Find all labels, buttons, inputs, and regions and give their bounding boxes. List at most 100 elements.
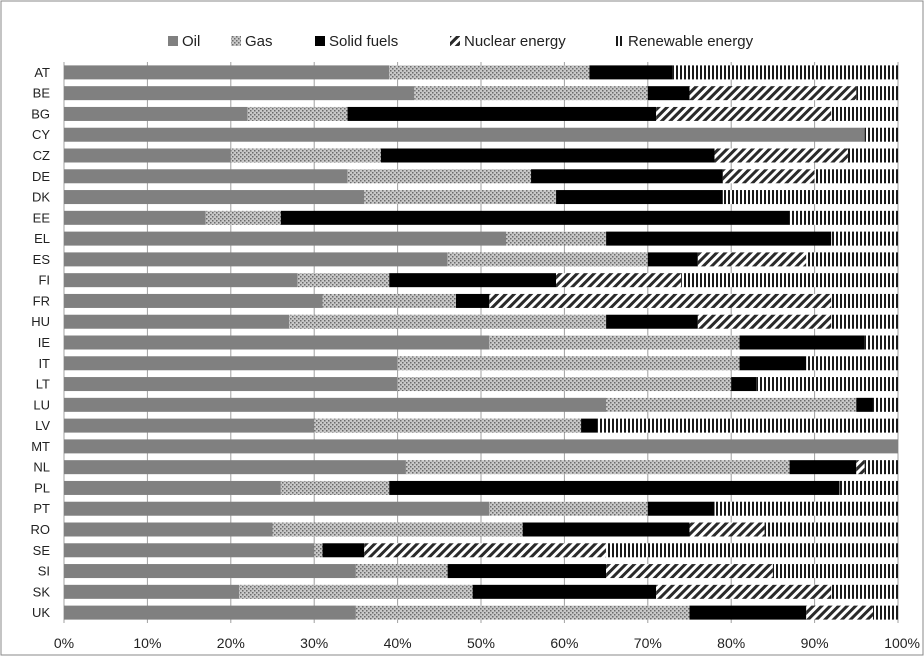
bar-lv-renewable-energy (597, 418, 898, 433)
x-tick-label-3: 30% (300, 635, 328, 651)
bar-be-oil (64, 86, 415, 101)
x-tick-label-0: 0% (54, 635, 74, 651)
bar-fr-renewable-energy (831, 293, 898, 308)
bar-cz-solid-fuels (380, 148, 715, 163)
bar-bg-solid-fuels (347, 106, 657, 121)
bar-se-renewable-energy (606, 543, 898, 558)
bar-lt-solid-fuels (731, 377, 757, 392)
bar-cz-oil (64, 148, 231, 163)
bar-el-gas (506, 231, 607, 246)
bar-fr-oil (64, 293, 323, 308)
x-tick-label-6: 60% (550, 635, 578, 651)
bar-at-renewable-energy (672, 65, 898, 80)
x-tick-label-7: 70% (634, 635, 662, 651)
legend-label-nuclear-energy: Nuclear energy (464, 33, 566, 50)
bar-fi-renewable-energy (681, 273, 898, 288)
bar-pl-gas (280, 480, 390, 495)
bar-cz-nuclear-energy (714, 148, 848, 163)
bar-pl-oil (64, 480, 281, 495)
bar-es-nuclear-energy (697, 252, 807, 267)
x-tick-label-9: 90% (801, 635, 829, 651)
bar-sk-oil (64, 584, 240, 599)
bar-lu-solid-fuels (856, 397, 873, 412)
bar-es-oil (64, 252, 448, 267)
category-label-si: SI (38, 564, 50, 579)
bar-dk-gas (364, 190, 557, 205)
bar-hu-renewable-energy (831, 314, 898, 329)
bar-se-solid-fuels (322, 543, 365, 558)
bar-pt-renewable-energy (714, 501, 898, 516)
bar-si-oil (64, 564, 356, 579)
legend-swatch-renewable-energy (614, 36, 624, 46)
bar-hu-oil (64, 314, 290, 329)
bar-sk-solid-fuels (472, 584, 657, 599)
legend-swatch-nuclear-energy (450, 36, 460, 46)
bar-lv-oil (64, 418, 315, 433)
bar-dk-oil (64, 190, 365, 205)
bar-uk-oil (64, 605, 356, 620)
bar-uk-nuclear-energy (806, 605, 873, 620)
bar-fi-nuclear-energy (556, 273, 682, 288)
bar-cy-renewable-energy (864, 127, 898, 142)
category-label-pl: PL (34, 480, 50, 495)
bar-pt-gas (489, 501, 648, 516)
category-label-lt: LT (36, 377, 50, 392)
bar-be-solid-fuels (647, 86, 690, 101)
category-label-dk: DK (32, 190, 50, 205)
bar-be-nuclear-energy (689, 86, 857, 101)
bar-pt-solid-fuels (647, 501, 715, 516)
bar-fr-nuclear-energy (489, 293, 832, 308)
bar-nl-nuclear-energy (856, 460, 865, 475)
bar-lt-gas (397, 377, 732, 392)
bar-de-oil (64, 169, 348, 184)
legend-label-solid-fuels: Solid fuels (329, 33, 398, 50)
bar-mt-oil (64, 439, 898, 454)
bar-fr-gas (322, 293, 456, 308)
bar-uk-renewable-energy (872, 605, 898, 620)
bar-es-renewable-energy (806, 252, 898, 267)
bar-fr-solid-fuels (455, 293, 490, 308)
x-tick-label-4: 40% (384, 635, 412, 651)
legend-label-oil: Oil (182, 33, 200, 50)
bar-ee-oil (64, 210, 206, 225)
legend-swatch-gas (231, 36, 241, 46)
category-label-ie: IE (38, 335, 51, 350)
legend-item-oil: Oil (168, 33, 200, 50)
bar-de-gas (347, 169, 532, 184)
bar-nl-renewable-energy (864, 460, 898, 475)
x-tick-label-1: 10% (133, 635, 161, 651)
category-label-mt: MT (31, 439, 50, 454)
legend-label-gas: Gas (245, 33, 273, 50)
bar-pl-solid-fuels (389, 480, 840, 495)
x-tick-label-8: 80% (717, 635, 745, 651)
bar-ee-renewable-energy (789, 210, 898, 225)
category-label-pt: PT (33, 501, 50, 516)
bar-ro-nuclear-energy (689, 522, 765, 537)
bar-es-gas (447, 252, 648, 267)
bar-uk-gas (355, 605, 690, 620)
category-label-fr: FR (33, 293, 50, 308)
bars-group (64, 65, 898, 620)
bar-es-solid-fuels (647, 252, 698, 267)
x-tick-label-10: 100% (884, 635, 920, 651)
category-label-fi: FI (38, 273, 50, 288)
bar-de-solid-fuels (531, 169, 723, 184)
bar-hu-nuclear-energy (697, 314, 832, 329)
bar-it-oil (64, 356, 398, 371)
x-axis-ticks: 0% 10% 20% 30% 40% 50% 60% 70% 80% 90% 100% (54, 635, 920, 651)
category-label-ee: EE (33, 210, 51, 225)
bar-cz-renewable-energy (847, 148, 898, 163)
legend-label-renewable-energy: Renewable energy (628, 33, 754, 50)
bar-uk-solid-fuels (689, 605, 807, 620)
bar-lu-oil (64, 397, 607, 412)
bar-el-oil (64, 231, 507, 246)
bar-at-gas (389, 65, 590, 80)
bar-ie-renewable-energy (864, 335, 898, 350)
bar-bg-oil (64, 106, 248, 121)
bar-el-renewable-energy (831, 231, 898, 246)
bar-ie-oil (64, 335, 490, 350)
category-label-es: ES (33, 252, 51, 267)
bar-bg-renewable-energy (831, 106, 898, 121)
bar-ro-renewable-energy (764, 522, 898, 537)
